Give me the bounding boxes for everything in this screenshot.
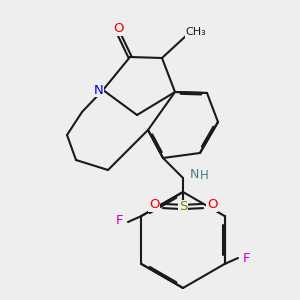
Text: N: N (94, 83, 103, 97)
Text: S: S (179, 200, 187, 214)
Text: F: F (116, 214, 123, 227)
Text: CH₃: CH₃ (185, 28, 206, 38)
Text: F: F (243, 251, 250, 265)
Text: O: O (113, 22, 123, 35)
Text: O: O (207, 198, 217, 211)
Text: H: H (200, 169, 209, 182)
Text: O: O (149, 198, 159, 211)
Text: N: N (190, 168, 199, 181)
